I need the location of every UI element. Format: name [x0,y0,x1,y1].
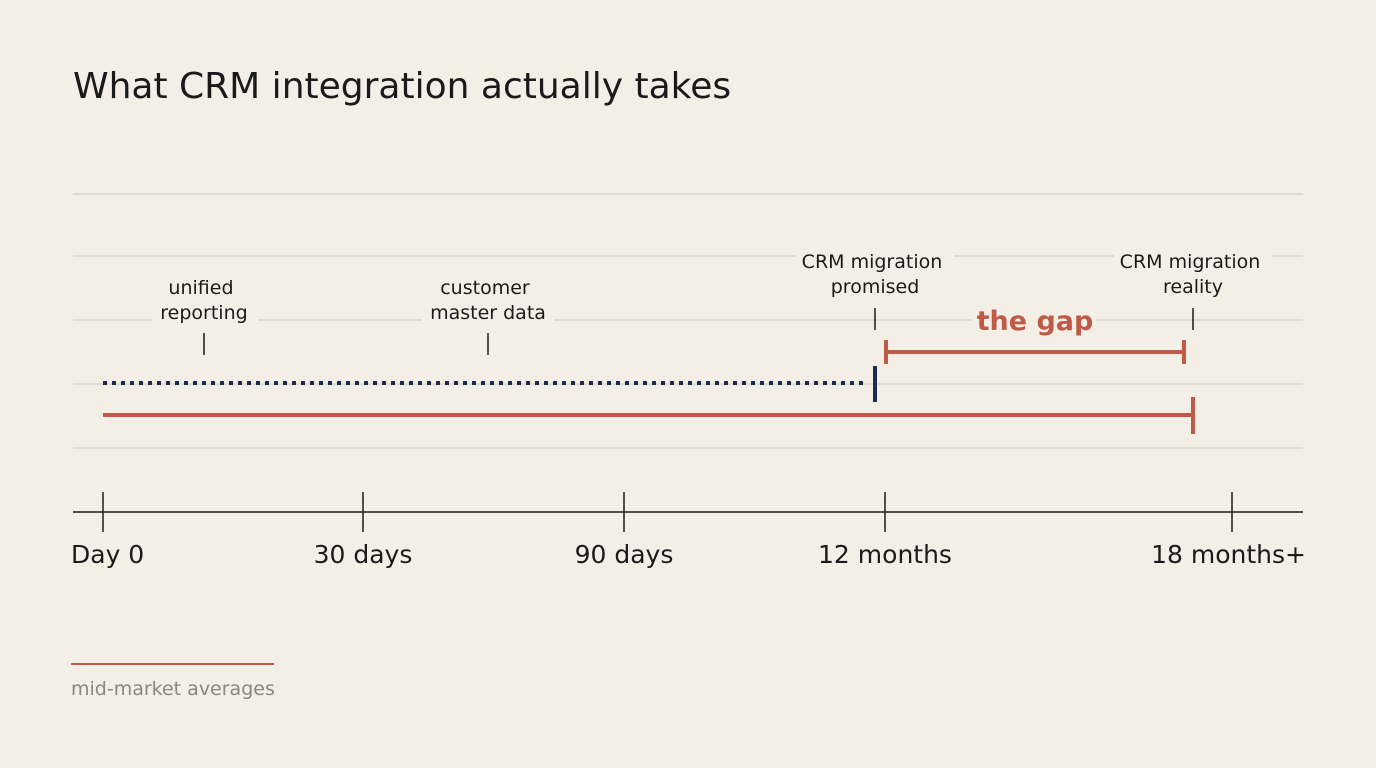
axis-label-12-months: 12 months [818,540,952,569]
gap-label: the gap [977,306,1094,337]
milestone-label-crm-promised: CRM migration promised [802,251,949,298]
axis-ticks [102,492,1233,532]
page-title: What CRM integration actually takes [73,66,732,107]
axis-label-day-0: Day 0 [71,540,144,569]
label-masks [152,246,1272,338]
milestone-label-crm-reality: CRM migration reality [1120,251,1267,298]
milestone-label-customer-master-data: customer master data [430,277,546,324]
milestone-label-unified-reporting: unified reporting [160,277,247,324]
axis-label-30-days: 30 days [314,540,413,569]
footnote-rule [71,663,274,665]
gap-bracket [884,340,1186,364]
axis-label-18-months: 18 months+ [1151,540,1306,569]
footnote: mid-market averages [71,678,275,700]
axis-label-90-days: 90 days [575,540,674,569]
milestone-ticks [203,308,1194,355]
